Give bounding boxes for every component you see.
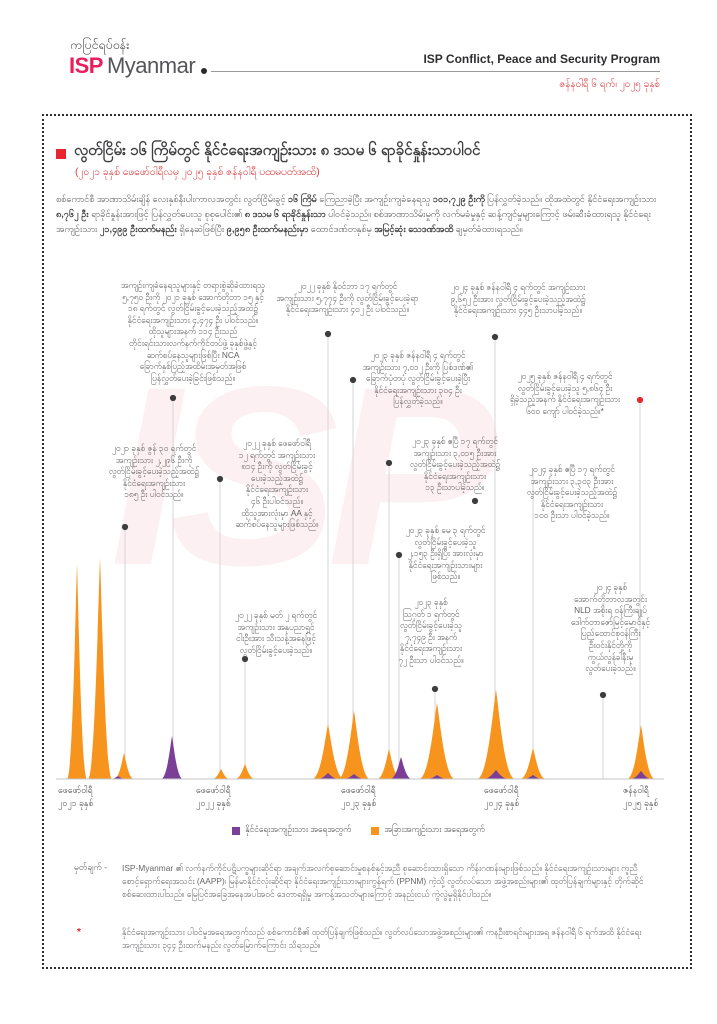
note-political-count: နိုင်ငံရေးအကျဉ်းသား ပါဝင်မှုအရေအတွက်သည် …	[122, 927, 642, 951]
publication-date: ဇန်နဝါရီ ၆ ရက်၊ ၂၀၂၅ ခုနှစ်	[559, 79, 660, 90]
legend-label-other: အခြားအကျဉ်းသား အရေအတွက်	[384, 824, 485, 834]
logo-myanmar-text: Myanmar	[106, 53, 196, 78]
header-divider-line	[211, 71, 660, 72]
annotation-nov-2022: ၂၀၂၂ ခုနှစ် နိုဝင်ဘာ ၁၇ ရက်တွင် အကျဉ်းသာ…	[276, 281, 419, 315]
isp-myanmar-logo: ISP Myanmar	[69, 53, 196, 79]
x-tick-feb-2021: ဖေဖော်ဝါရီ ၂၀၂၁ ခုနှစ်	[58, 785, 94, 809]
title-bullet-square	[56, 149, 66, 159]
page-subtitle: (၂၀၂၁ ခုနှစ် ဖေဖော်ဝါရီလမှ ၂၀၂၅ ခုနှစ် ဇ…	[75, 167, 320, 178]
page-title: လွတ်ငြိမ်း ၁၆ ကြိမ်တွင် နိုင်ငံရေးအကျဉ်း…	[74, 142, 481, 159]
x-tick-feb-2022: ဖေဖော်ဝါရီ ၂၀၂၂ ခုနှစ်	[196, 785, 231, 809]
note-methodology: ISP-Myanmar ၏ လက်နက်ကိုင်ပဋိပက္ခများဆိုင…	[122, 863, 644, 900]
annotation-aug-2023: ၂၀၂၃ ခုနှစ် သြဂုတ် ၁ ရက်တွင် လွတ်ငြိမ်းခ…	[398, 597, 464, 666]
legend-swatch-other	[371, 826, 380, 835]
x-tick-feb-2024: ဖေဖော်ဝါရီ ၂၀၂၄ ခုနှစ်	[484, 785, 520, 809]
note-label: မှတ်ချက် -	[74, 862, 108, 872]
intro-paragraph: စစ်ကောင်စီ အာဏာသိမ်းချိန် လေးနှစ်နီးပါးက…	[56, 194, 657, 234]
x-tick-jan-2025: ဇန်နဝါရီ ၂၀၂၅ ခုနှစ်	[623, 785, 659, 809]
annotation-apr-2023: ၂၀၂၃ ခုနှစ် ဧပြီ ၁၇ ရက်တွင် အကျဉ်းသား ၃,…	[409, 436, 501, 493]
x-tick-feb-2023: ဖေဖော်ဝါရီ ၂၀၂၃ ခုနှစ်	[341, 785, 377, 809]
logo-isp-text: ISP	[69, 53, 103, 78]
legend-swatch-political	[232, 826, 241, 835]
annotation-may-2023: ၂၀၂၃ ခုနှစ် မေ ၃ ရက်တွင် လွတ်ငြိမ်းခွင့်…	[405, 525, 486, 582]
dotted-border-frame	[42, 114, 692, 969]
logo-tagline: ကပြင်ရပ်ဝန်း	[70, 38, 130, 52]
program-title: ISP Conflict, Peace and Security Program	[423, 52, 660, 66]
annotation-mar-2022: ၂၀၂၂ ခုနှစ် မတ် ၂ ရက်တွင် အကျဉ်းသား အနုပ…	[234, 610, 318, 655]
legend-item-other: အခြားအကျဉ်းသား အရေအတွက်	[371, 824, 485, 837]
annotation-jan-2024: ၂၀၂၄ ခုနှစ် ဇန်နဝါရီ ၄ ရက်တွင် အကျဉ်းသား…	[450, 282, 586, 316]
logo-bullet-dot	[201, 68, 207, 74]
chart-legend: နိုင်ငံရေးအကျဉ်းသား အရေအတွက် အခြားအကျဉ်း…	[0, 824, 717, 837]
legend-item-political: နိုင်ငံရေးအကျဉ်းသား အရေအတွက်	[232, 824, 351, 837]
annotation-jan-2025: ၂၀၂၅ ခုနှစ် ဇန်နဝါရီ ၄ ရက်တွင် လွတ်ငြိမ်…	[510, 371, 620, 416]
annotation-jan-2023: ၂၀၂၃ ခုနှစ် ဇန်နဝါရီ ၄ ရက်တွင် အကျဉ်းသား…	[362, 350, 474, 407]
annotation-apr-2024: ၂၀၂၄ ခုနှစ် ဧပြီ ၁၇ ရက်တွင် အကျဉ်းသား ၃,…	[526, 464, 618, 521]
note-asterisk: *	[77, 927, 81, 938]
annotation-oct-2021: အကျဉ်းကျခံနေရသူများနှင့် တရားစွဲဆိုခံထား…	[120, 280, 266, 383]
annotation-feb-2022: ၂၀၂၂ ခုနှစ် ဖေဖော်ဝါရီ ၁၂ ရက်တွင် အကျဉ်း…	[235, 438, 319, 530]
annotation-jun-2021: ၂၀၂၁ ခုနှစ် ဇွန် ၃၀ ရက်တွင် အကျဉ်းသား ၂,…	[108, 443, 200, 500]
legend-label-political: နိုင်ငံရေးအကျဉ်းသား အရေအတွက်	[245, 824, 352, 834]
annotation-oct-2024: ၂၀၂၄ ခုနှစ် အောက်တိုဘာလအတွင်း NLD အစိုးရ…	[570, 582, 651, 674]
